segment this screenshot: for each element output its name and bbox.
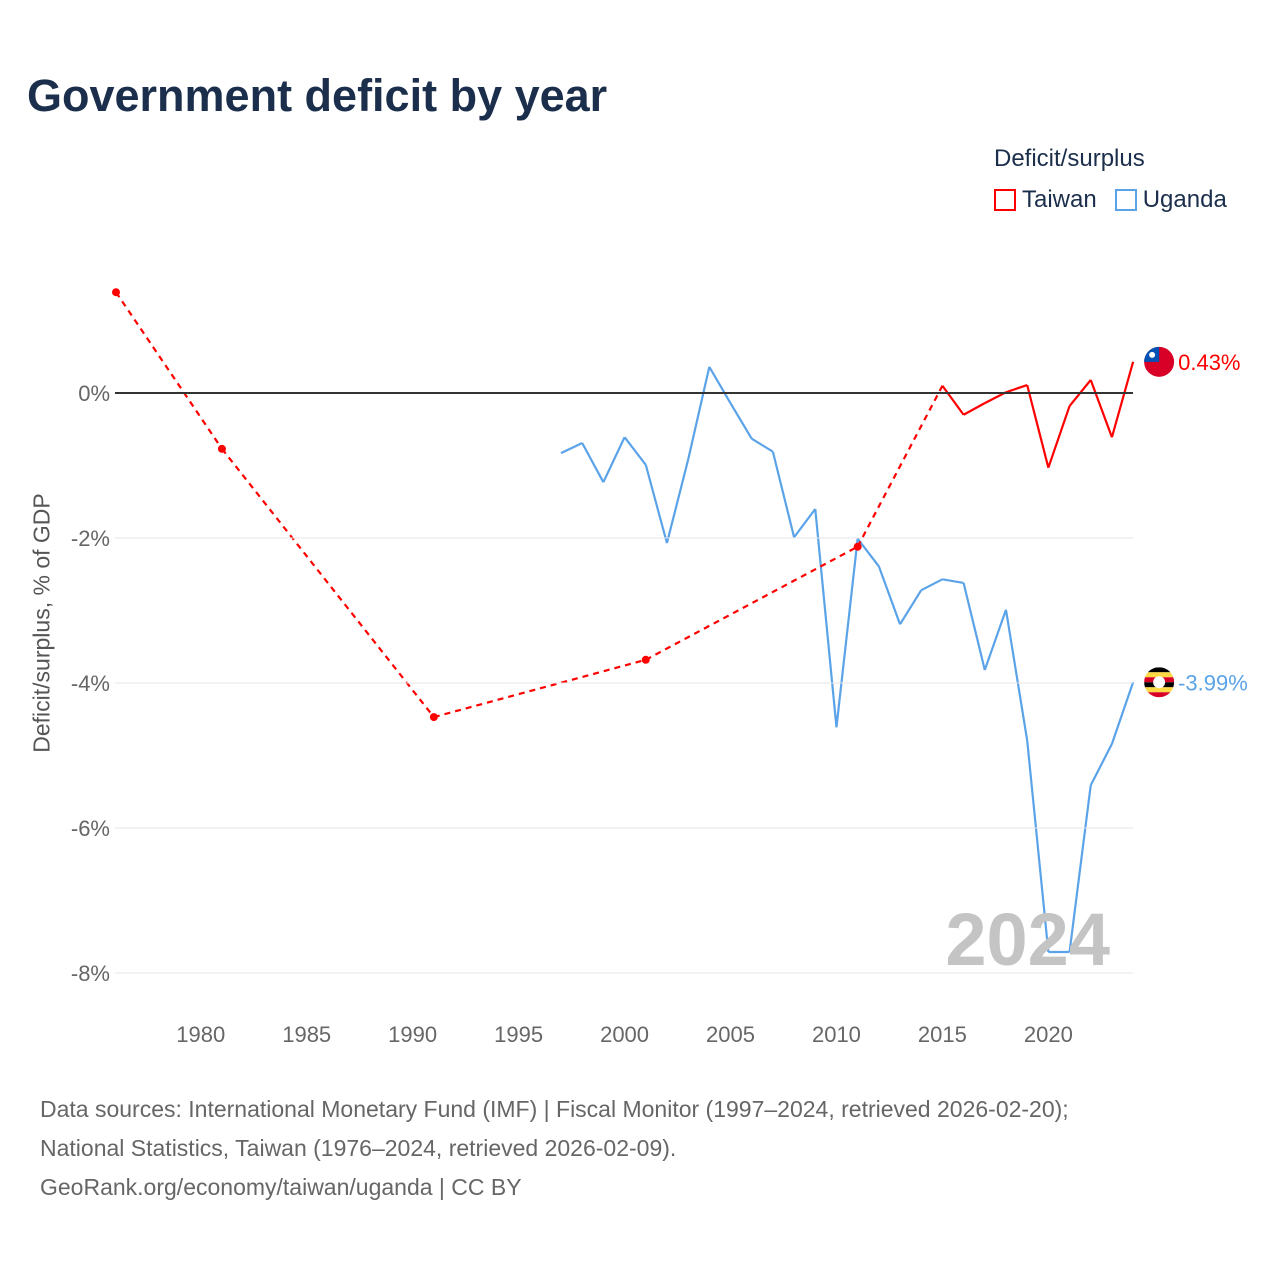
x-tick-label: 1995 bbox=[494, 1022, 543, 1047]
x-tick-label: 2010 bbox=[812, 1022, 861, 1047]
source-line: Data sources: International Monetary Fun… bbox=[40, 1096, 1069, 1122]
series-segment-taiwan bbox=[1047, 405, 1071, 469]
year-watermark: 2024 bbox=[945, 898, 1110, 981]
y-tick-label: -8% bbox=[71, 961, 110, 986]
flag-icon-uganda bbox=[1144, 667, 1175, 698]
series-segment-uganda bbox=[623, 436, 647, 466]
series-segment-uganda bbox=[644, 464, 669, 544]
series-segment-taiwan bbox=[645, 545, 859, 661]
series-segment-taiwan bbox=[856, 385, 944, 548]
x-tick-label: 1980 bbox=[176, 1022, 225, 1047]
series-segment-uganda bbox=[729, 402, 753, 440]
series-segment-taiwan bbox=[1005, 383, 1028, 394]
series-segment-taiwan bbox=[115, 291, 223, 450]
y-tick-label: -4% bbox=[71, 671, 110, 696]
series-segment-uganda bbox=[835, 538, 859, 728]
legend-swatch-uganda bbox=[1114, 189, 1137, 211]
data-point-taiwan bbox=[429, 713, 438, 722]
x-tick-label: 2020 bbox=[1024, 1022, 1073, 1047]
series-segment-uganda bbox=[687, 366, 711, 460]
series-segment-taiwan bbox=[984, 391, 1007, 405]
chart-title: Government deficit by year bbox=[27, 70, 608, 121]
footer: Data sources: International Monetary Fun… bbox=[40, 1090, 1069, 1207]
y-tick-label: -2% bbox=[71, 526, 110, 551]
x-tick-label: 1985 bbox=[282, 1022, 331, 1047]
legend: Taiwan Uganda bbox=[994, 186, 1227, 214]
x-tick-label: 2005 bbox=[706, 1022, 755, 1047]
series-segment-uganda bbox=[708, 366, 732, 404]
series-segment-taiwan bbox=[963, 402, 986, 416]
series-segment-taiwan bbox=[1026, 384, 1050, 468]
series-segment-uganda bbox=[793, 508, 817, 538]
series-segment-uganda bbox=[1089, 743, 1113, 786]
series-segment-uganda bbox=[920, 578, 943, 592]
flag-icon-taiwan bbox=[1144, 346, 1175, 377]
series-segment-taiwan bbox=[1089, 379, 1113, 438]
series-segment-uganda bbox=[856, 538, 880, 567]
series-segment-uganda bbox=[814, 508, 838, 728]
legend-item-taiwan[interactable]: Taiwan bbox=[994, 186, 1097, 214]
series-segment-uganda bbox=[1026, 740, 1050, 953]
source-line: National Statistics, Taiwan (1976–2024, … bbox=[40, 1135, 677, 1161]
series-segment-uganda bbox=[771, 451, 796, 538]
end-value-label-taiwan: 0.43% bbox=[1178, 350, 1240, 375]
series-segment-uganda bbox=[665, 459, 690, 544]
series-segment-uganda bbox=[983, 609, 1008, 671]
data-point-taiwan bbox=[853, 542, 862, 551]
series-segment-taiwan bbox=[941, 385, 965, 416]
data-point-taiwan bbox=[641, 655, 650, 664]
series-segment-uganda bbox=[602, 436, 626, 483]
series-segment-taiwan bbox=[221, 448, 435, 718]
series-segment-uganda bbox=[581, 442, 605, 483]
series-segment-uganda bbox=[962, 582, 986, 671]
series-segment-uganda bbox=[751, 437, 774, 453]
series-segment-uganda bbox=[1110, 681, 1135, 745]
legend-swatch-taiwan bbox=[994, 189, 1016, 211]
y-tick-label: -6% bbox=[71, 816, 110, 841]
data-point-taiwan bbox=[217, 444, 226, 453]
series-segment-uganda bbox=[877, 565, 902, 625]
series-segment-taiwan bbox=[433, 658, 647, 719]
legend-label: Taiwan bbox=[1022, 186, 1097, 213]
series-segment-uganda bbox=[899, 589, 923, 625]
x-tick-label: 2015 bbox=[918, 1022, 967, 1047]
x-tick-label: 2000 bbox=[600, 1022, 649, 1047]
legend-item-uganda[interactable]: Uganda bbox=[1114, 186, 1227, 214]
series-segment-uganda bbox=[1004, 609, 1029, 741]
data-point-taiwan bbox=[112, 288, 120, 297]
series-segment-uganda bbox=[942, 578, 964, 585]
legend-title: Deficit/surplus bbox=[994, 145, 1145, 172]
series-segment-uganda bbox=[1068, 785, 1092, 953]
end-value-label-uganda: -3.99% bbox=[1178, 670, 1248, 695]
legend-label: Uganda bbox=[1142, 186, 1227, 213]
x-tick-label: 1990 bbox=[388, 1022, 437, 1047]
attribution-link[interactable]: GeoRank.org/economy/taiwan/uganda | CC B… bbox=[40, 1174, 522, 1200]
series-segment-uganda bbox=[560, 442, 583, 455]
y-tick-label: 0% bbox=[78, 381, 110, 406]
series-segment-taiwan bbox=[1110, 361, 1135, 438]
